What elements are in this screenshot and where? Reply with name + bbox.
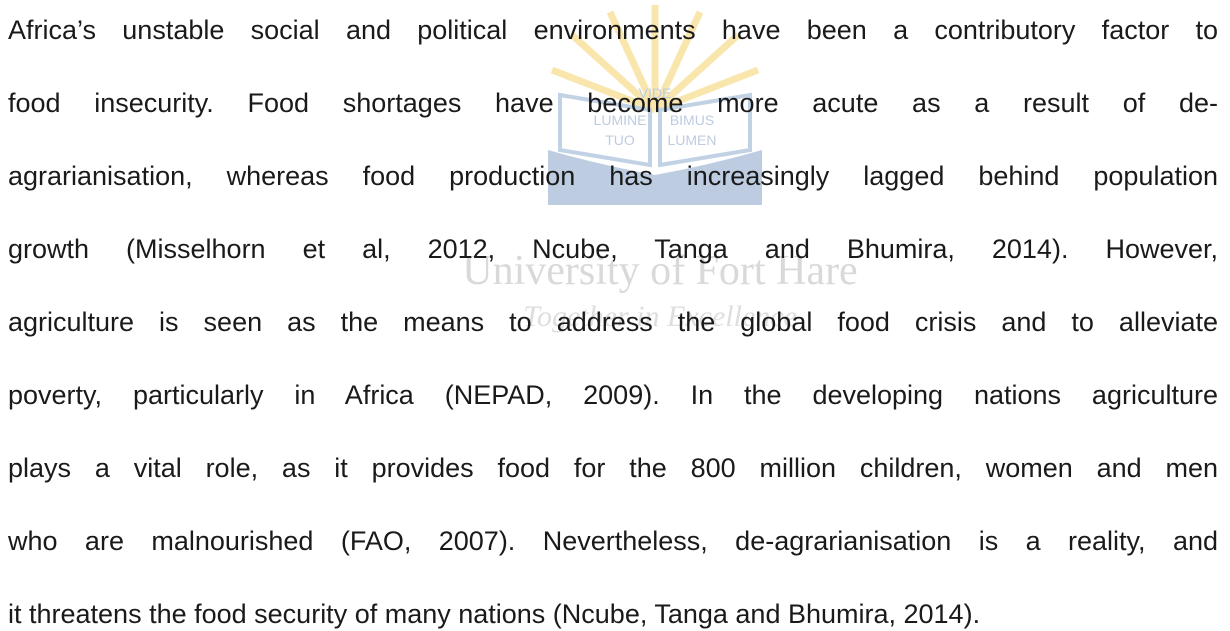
motto: LUMEN (667, 132, 716, 148)
motto: VIDE (639, 85, 672, 101)
text-line: agrarianisation, whereas food production… (8, 161, 1218, 191)
motto: TUO (605, 132, 635, 148)
text-line: poverty, particularly in Africa (NEPAD, … (8, 380, 1218, 410)
text-line: who are malnourished (FAO, 2007). Nevert… (8, 526, 1218, 556)
text-line: food insecurity. Food shortages have bec… (8, 88, 1218, 118)
watermark-name: University of Fort Hare (462, 248, 857, 294)
text-line: Africa’s unstable social and political e… (8, 15, 1218, 45)
book-right (658, 92, 752, 168)
text-line: it threatens the food security of many n… (8, 599, 981, 629)
text-line: plays a vital role, as it provides food … (8, 453, 1218, 483)
book-left (558, 92, 652, 168)
motto: LUMINE (594, 112, 647, 128)
motto: BIMUS (670, 112, 714, 128)
text-line: agriculture is seen as the means to addr… (8, 307, 1218, 337)
logo: VIDE LUMINE TUO BIMUS LUMEN (548, 5, 762, 205)
sun-rays (550, 5, 760, 114)
book-base (548, 150, 762, 205)
watermark-tagline: Together in Excellence (523, 300, 797, 333)
text-line: growth (Misselhorn et al, 2012, Ncube, T… (8, 234, 1218, 264)
